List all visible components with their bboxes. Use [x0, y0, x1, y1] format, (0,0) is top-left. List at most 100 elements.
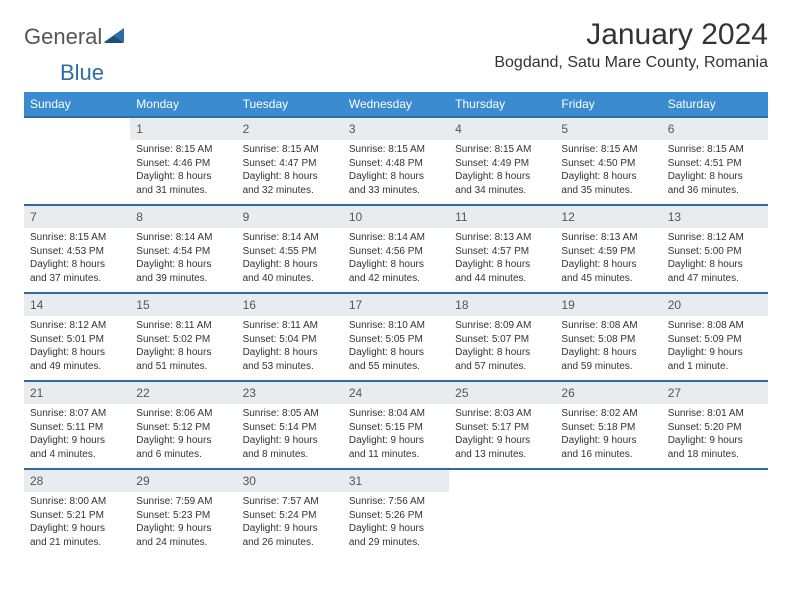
sunset-line: Sunset: 5:02 PM [136, 333, 230, 347]
sunrise-line: Sunrise: 8:15 AM [30, 231, 124, 245]
sunset-line: Sunset: 5:26 PM [349, 509, 443, 523]
logo: General [24, 18, 126, 50]
calendar-cell-empty [449, 468, 555, 556]
sunset-line: Sunset: 4:53 PM [30, 245, 124, 259]
sunrise-line: Sunrise: 8:10 AM [349, 319, 443, 333]
sunrise-line: Sunrise: 8:15 AM [136, 143, 230, 157]
sunrise-line: Sunrise: 8:06 AM [136, 407, 230, 421]
daylight-line: Daylight: 9 hours and 26 minutes. [243, 522, 337, 549]
daylight-line: Daylight: 8 hours and 33 minutes. [349, 170, 443, 197]
sunset-line: Sunset: 5:00 PM [668, 245, 762, 259]
day-info: Sunrise: 8:14 AMSunset: 4:54 PMDaylight:… [130, 228, 236, 291]
day-number: 28 [24, 470, 130, 492]
sunrise-line: Sunrise: 8:05 AM [243, 407, 337, 421]
sunrise-line: Sunrise: 8:15 AM [349, 143, 443, 157]
calendar-cell: 15 Sunrise: 8:11 AMSunset: 5:02 PMDayligh… [130, 292, 236, 380]
day-number: 22 [130, 382, 236, 404]
sunrise-line: Sunrise: 8:14 AM [136, 231, 230, 245]
sunrise-line: Sunrise: 8:13 AM [455, 231, 549, 245]
daylight-line: Daylight: 8 hours and 45 minutes. [561, 258, 655, 285]
day-header: Wednesday [343, 92, 449, 116]
calendar-cell: 14Sunrise: 8:12 AMSunset: 5:01 PMDayligh… [24, 292, 130, 380]
day-info: Sunrise: 8:15 AMSunset: 4:47 PMDaylight:… [237, 140, 343, 203]
day-number: 11 [449, 206, 555, 228]
day-number: 3 [343, 118, 449, 140]
day-number: 29 [130, 470, 236, 492]
calendar-cell: 13Sunrise: 8:12 AMSunset: 5:00 PMDayligh… [662, 204, 768, 292]
calendar-cell: 8Sunrise: 8:14 AMSunset: 4:54 PMDaylight… [130, 204, 236, 292]
calendar-cell: 30Sunrise: 7:57 AMSunset: 5:24 PMDayligh… [237, 468, 343, 556]
daylight-line: Daylight: 8 hours and 39 minutes. [136, 258, 230, 285]
calendar-cell: 7Sunrise: 8:15 AMSunset: 4:53 PMDaylight… [24, 204, 130, 292]
sunrise-line: Sunrise: 8:14 AM [243, 231, 337, 245]
sunset-line: Sunset: 4:59 PM [561, 245, 655, 259]
sunrise-line: Sunrise: 8:07 AM [30, 407, 124, 421]
calendar-cell: 6Sunrise: 8:15 AMSunset: 4:51 PMDaylight… [662, 116, 768, 204]
sunset-line: Sunset: 4:57 PM [455, 245, 549, 259]
day-header: Monday [130, 92, 236, 116]
logo-text-1: General [24, 24, 102, 50]
day-info: Sunrise: 8:08 AMSunset: 5:08 PMDaylight:… [555, 316, 661, 379]
sunset-line: Sunset: 5:17 PM [455, 421, 549, 435]
daylight-line: Daylight: 8 hours and 57 minutes. [455, 346, 549, 373]
daylight-line: Daylight: 8 hours and 59 minutes. [561, 346, 655, 373]
day-info: Sunrise: 7:57 AMSunset: 5:24 PMDaylight:… [237, 492, 343, 555]
sunset-line: Sunset: 4:49 PM [455, 157, 549, 171]
sunrise-line: Sunrise: 8:09 AM [455, 319, 549, 333]
day-info: Sunrise: 8:12 AMSunset: 5:01 PMDaylight:… [24, 316, 130, 379]
title-block: January 2024 Bogdand, Satu Mare County, … [494, 18, 768, 72]
day-number: 16 [237, 294, 343, 316]
calendar-cell: 24Sunrise: 8:04 AMSunset: 5:15 PMDayligh… [343, 380, 449, 468]
day-number: 15 [130, 294, 236, 316]
sunset-line: Sunset: 4:54 PM [136, 245, 230, 259]
sunrise-line: Sunrise: 8:08 AM [561, 319, 655, 333]
day-number: 8 [130, 206, 236, 228]
day-number: 6 [662, 118, 768, 140]
sunrise-line: Sunrise: 8:15 AM [243, 143, 337, 157]
day-number: 24 [343, 382, 449, 404]
day-info: Sunrise: 8:14 AMSunset: 4:56 PMDaylight:… [343, 228, 449, 291]
daylight-line: Daylight: 9 hours and 4 minutes. [30, 434, 124, 461]
day-info: Sunrise: 8:08 AMSunset: 5:09 PMDaylight:… [662, 316, 768, 379]
day-info: Sunrise: 7:56 AMSunset: 5:26 PMDaylight:… [343, 492, 449, 555]
daylight-line: Daylight: 8 hours and 34 minutes. [455, 170, 549, 197]
sunset-line: Sunset: 4:56 PM [349, 245, 443, 259]
daylight-line: Daylight: 9 hours and 24 minutes. [136, 522, 230, 549]
daylight-line: Daylight: 8 hours and 47 minutes. [668, 258, 762, 285]
calendar-cell: 12Sunrise: 8:13 AMSunset: 4:59 PMDayligh… [555, 204, 661, 292]
daylight-line: Daylight: 8 hours and 35 minutes. [561, 170, 655, 197]
sunset-line: Sunset: 5:04 PM [243, 333, 337, 347]
day-number: 5 [555, 118, 661, 140]
day-info: Sunrise: 8:09 AMSunset: 5:07 PMDaylight:… [449, 316, 555, 379]
sunset-line: Sunset: 5:15 PM [349, 421, 443, 435]
day-number: 21 [24, 382, 130, 404]
sunset-line: Sunset: 4:46 PM [136, 157, 230, 171]
daylight-line: Daylight: 9 hours and 8 minutes. [243, 434, 337, 461]
sunrise-line: Sunrise: 8:11 AM [136, 319, 230, 333]
day-number: 18 [449, 294, 555, 316]
sunset-line: Sunset: 4:51 PM [668, 157, 762, 171]
sunset-line: Sunset: 5:12 PM [136, 421, 230, 435]
day-info: Sunrise: 8:10 AMSunset: 5:05 PMDaylight:… [343, 316, 449, 379]
calendar-cell-empty [662, 468, 768, 556]
calendar-cell: 20Sunrise: 8:08 AMSunset: 5:09 PMDayligh… [662, 292, 768, 380]
calendar-cell: 31Sunrise: 7:56 AMSunset: 5:26 PMDayligh… [343, 468, 449, 556]
day-number: 25 [449, 382, 555, 404]
calendar-cell: 9Sunrise: 8:14 AMSunset: 4:55 PMDaylight… [237, 204, 343, 292]
daylight-line: Daylight: 9 hours and 11 minutes. [349, 434, 443, 461]
day-info: Sunrise: 7:59 AMSunset: 5:23 PMDaylight:… [130, 492, 236, 555]
day-info: Sunrise: 8:12 AMSunset: 5:00 PMDaylight:… [662, 228, 768, 291]
calendar-cell: 21 Sunrise: 8:07 AMSunset: 5:11 PMDayligh… [24, 380, 130, 468]
logo-triangle-icon [104, 24, 126, 50]
daylight-line: Daylight: 8 hours and 51 minutes. [136, 346, 230, 373]
calendar-cell: 27Sunrise: 8:01 AMSunset: 5:20 PMDayligh… [662, 380, 768, 468]
day-info: Sunrise: 8:15 AMSunset: 4:49 PMDaylight:… [449, 140, 555, 203]
day-info: Sunrise: 8:06 AMSunset: 5:12 PMDaylight:… [130, 404, 236, 467]
calendar-cell: 23Sunrise: 8:05 AMSunset: 5:14 PMDayligh… [237, 380, 343, 468]
sunset-line: Sunset: 5:07 PM [455, 333, 549, 347]
day-number: 1 [130, 118, 236, 140]
sunset-line: Sunset: 5:11 PM [30, 421, 124, 435]
sunrise-line: Sunrise: 8:03 AM [455, 407, 549, 421]
sunrise-line: Sunrise: 8:08 AM [668, 319, 762, 333]
day-info: Sunrise: 8:13 AMSunset: 4:57 PMDaylight:… [449, 228, 555, 291]
